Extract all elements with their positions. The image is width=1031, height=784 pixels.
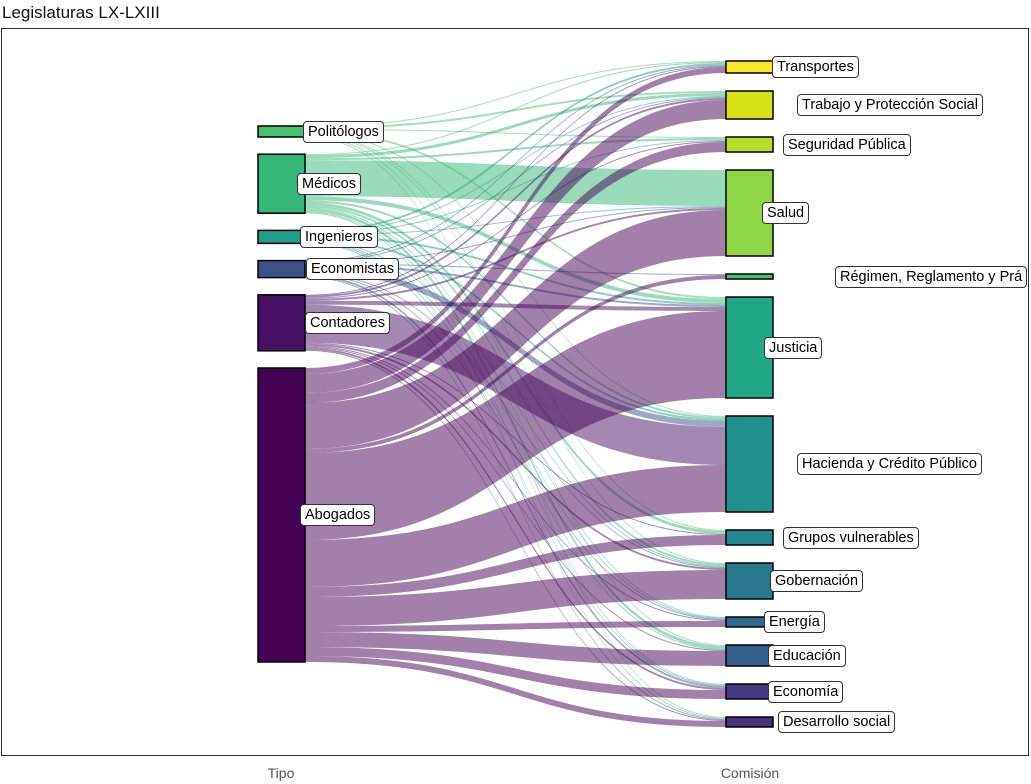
flow-ribbon (305, 138, 726, 161)
flow-ribbon (305, 647, 726, 699)
node-label: Economía (768, 680, 844, 703)
node-label: Economistas (306, 258, 400, 281)
node-label: Grupos vulnerables (783, 526, 919, 549)
node-label: Gobernación (770, 570, 864, 592)
node-label: Abogados (300, 504, 376, 526)
node-label: Transportes (772, 56, 859, 78)
node-label: Energía (764, 611, 825, 633)
flow-ribbon (305, 160, 726, 206)
flow-ribbon (305, 93, 726, 159)
plot-panel (1, 28, 1029, 756)
node-label: Desarrollo social (778, 711, 896, 733)
node-label: Trabajo y Protección Social (797, 94, 983, 116)
flow-ribbon (305, 621, 726, 632)
node-target (725, 644, 774, 667)
node-target (725, 683, 774, 700)
flow-ribbon (305, 345, 726, 621)
flow-ribbon (305, 632, 726, 666)
flow-ribbon (305, 140, 726, 235)
flow-ribbon (305, 465, 726, 587)
node-label: Contadores (305, 311, 390, 334)
flow-ribbon (305, 264, 726, 307)
node-label: Seguridad Pública (783, 133, 911, 156)
flow-ribbon (305, 100, 726, 393)
node-target (725, 529, 774, 546)
node-label: Justicia (764, 336, 823, 359)
node-target (725, 60, 774, 74)
flow-ribbon (305, 96, 726, 234)
flow-ribbon (305, 98, 726, 298)
node-source (257, 229, 306, 245)
flow-ribbon (305, 63, 726, 233)
flow-ribbon (305, 210, 726, 449)
node-label: Politólogos (303, 120, 384, 143)
x-axis-label-tipo: Tipo (267, 765, 295, 781)
flow-ribbon (305, 66, 726, 296)
flow-ribbon (305, 535, 726, 597)
node-label: Ingenieros (300, 225, 378, 248)
node-source (257, 294, 306, 352)
flow-ribbon (305, 65, 726, 262)
node-label: Educación (768, 644, 846, 667)
chart-title: Legislaturas LX-LXIII (2, 3, 160, 22)
node-label: Hacienda y Crédito Público (797, 453, 982, 475)
flow-ribbon (305, 274, 726, 688)
flow-ribbon (305, 130, 726, 299)
node-target (725, 562, 774, 600)
node-source (257, 367, 306, 663)
flow-ribbon (305, 67, 726, 374)
node-target (725, 415, 774, 513)
node-target (725, 90, 774, 120)
flow-ribbon (305, 570, 726, 626)
flow-ribbon (305, 656, 726, 727)
flow-ribbon (305, 311, 726, 540)
flow-ribbon (305, 62, 726, 156)
node-target (725, 136, 774, 153)
node-source (257, 259, 306, 279)
flow-ribbon (305, 207, 726, 264)
flow-ribbon (305, 61, 726, 127)
flow-ribbon (305, 300, 726, 311)
node-label: Régimen, Reglamento y Prá (835, 265, 1028, 288)
x-axis-label-comision: Comisión (720, 765, 780, 781)
node-label: Médicos (297, 172, 361, 195)
flow-ribbon (305, 346, 726, 651)
node-label: Salud (762, 202, 810, 224)
flow-ribbon (305, 142, 726, 403)
flow-ribbon (305, 129, 726, 138)
node-source (257, 125, 306, 138)
flow-ribbon (305, 91, 726, 129)
node-target (725, 716, 774, 728)
node-target (725, 273, 774, 280)
flow-ribbon (305, 276, 726, 720)
flow-ribbon (305, 275, 726, 453)
flow-ribbon (305, 97, 726, 263)
